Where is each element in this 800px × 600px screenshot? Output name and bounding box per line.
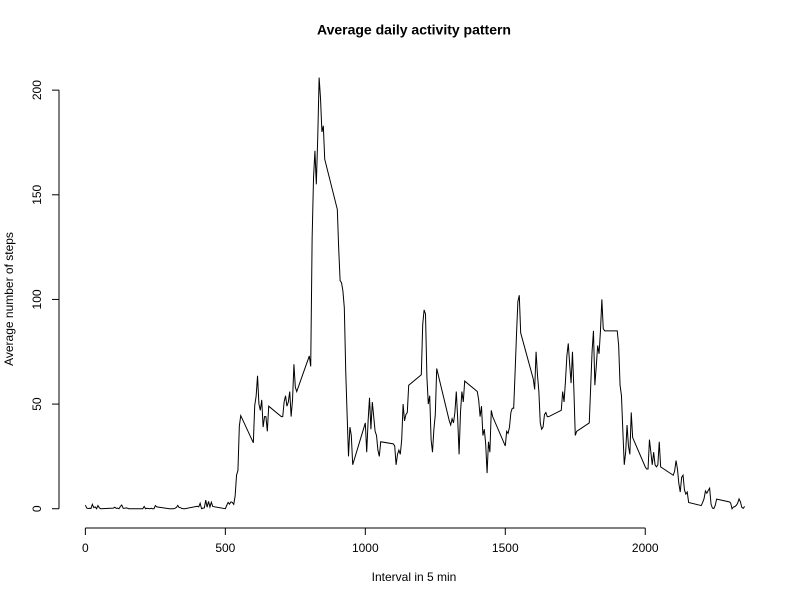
y-tick-label: 50	[30, 397, 44, 411]
y-tick-label: 150	[30, 184, 44, 204]
y-axis-label: Average number of steps	[2, 232, 16, 366]
x-tick-label: 1500	[492, 541, 519, 555]
y-tick-label: 100	[30, 289, 44, 309]
x-tick-label: 2000	[632, 541, 659, 555]
data-line	[84, 77, 746, 510]
x-axis-label: Interval in 5 min	[372, 570, 457, 584]
chart-title: Average daily activity pattern	[317, 22, 511, 38]
y-tick-label: 200	[30, 80, 44, 100]
x-tick-label: 500	[215, 541, 235, 555]
x-tick-label: 0	[82, 541, 89, 555]
y-tick-label: 0	[30, 505, 44, 512]
x-tick-label: 1000	[352, 541, 379, 555]
